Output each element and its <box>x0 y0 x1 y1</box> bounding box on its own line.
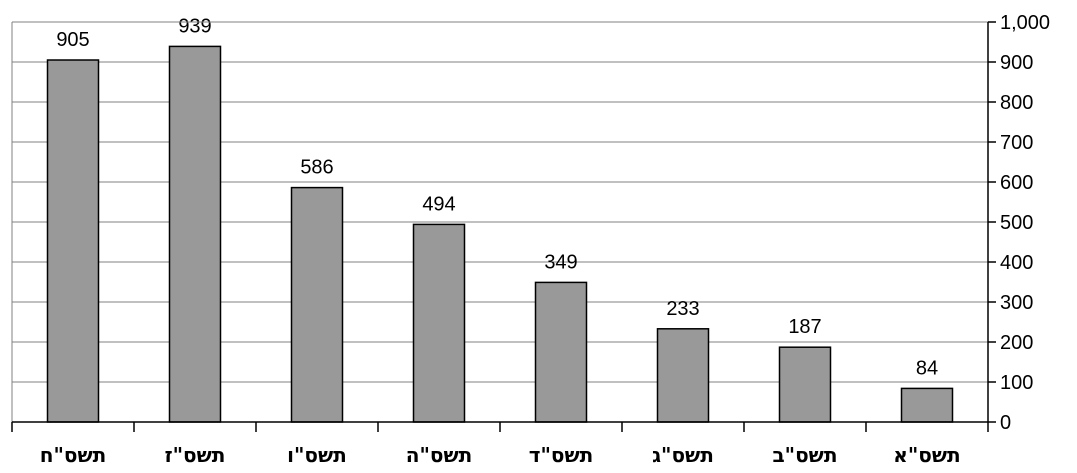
y-tick-label: 300 <box>1000 292 1033 314</box>
x-tick-label: תשס"ג <box>652 443 714 467</box>
data-label: 586 <box>300 157 333 179</box>
y-tick-label: 200 <box>1000 332 1033 354</box>
data-label: 349 <box>544 251 577 273</box>
bars <box>46 45 954 423</box>
bar <box>168 45 222 423</box>
bar <box>778 346 832 423</box>
bar <box>46 59 100 423</box>
y-tick-label: 700 <box>1000 132 1033 154</box>
x-axis-category-labels: תשס"ח תשס"ז תשס"ו תשס"ה תשס"ד תשס"ג תשס"ב תשס"א <box>40 443 961 467</box>
x-tick-label: תשס"ד <box>529 443 594 467</box>
x-tick-label: תשס"ב <box>772 443 837 467</box>
x-tick-label: תשס"ו <box>287 443 347 467</box>
data-label: 84 <box>916 357 938 379</box>
y-tick-label: 100 <box>1000 372 1033 394</box>
y-tick-label: 1,000 <box>1000 12 1050 34</box>
y-tick-label: 600 <box>1000 172 1033 194</box>
x-tick-label: תשס"ז <box>165 443 226 467</box>
bar <box>290 186 344 423</box>
bar <box>900 387 954 423</box>
y-tick-label: 800 <box>1000 92 1033 114</box>
y-tick-label: 0 <box>1000 412 1011 434</box>
bar <box>656 328 710 423</box>
y-tick-label: 400 <box>1000 252 1033 274</box>
y-tick-label: 500 <box>1000 212 1033 234</box>
data-label: 187 <box>788 316 821 338</box>
data-label: 905 <box>56 29 89 51</box>
axes <box>11 21 996 432</box>
y-axis-tick-labels: 0 100 200 300 400 500 600 700 800 900 1,000 <box>1000 12 1050 434</box>
x-tick-label: תשס"ה <box>406 443 473 467</box>
x-tick-label: תשס"א <box>893 443 960 467</box>
y-tick-label: 900 <box>1000 52 1033 74</box>
data-label: 939 <box>178 15 211 37</box>
data-label: 494 <box>422 193 455 215</box>
x-tick-label: תשס"ח <box>40 443 107 467</box>
data-label: 233 <box>666 298 699 320</box>
data-labels: 905 939 586 494 349 233 187 84 <box>56 15 938 379</box>
bar <box>534 281 588 423</box>
bar <box>412 223 466 423</box>
